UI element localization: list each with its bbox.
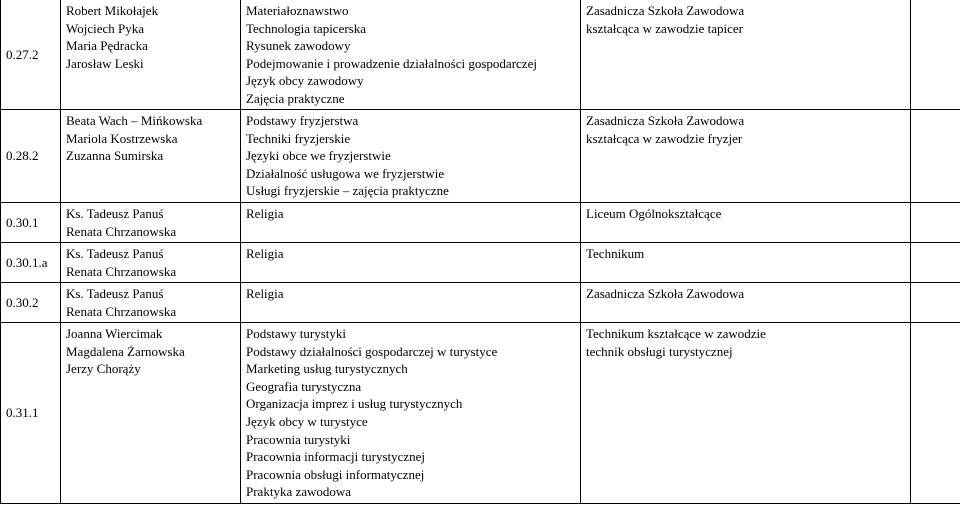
code-cell: 0.27.2 <box>1 0 61 110</box>
empty-cell <box>911 203 960 243</box>
names-cell: Ks. Tadeusz PanuśRenata Chrzanowska <box>61 203 241 243</box>
empty-cell <box>911 283 960 323</box>
table-row: 0.27.2Robert MikołajekWojciech PykaMaria… <box>1 0 960 110</box>
school-cell: Zasadnicza Szkoła Zawodowakształcąca w z… <box>581 110 911 203</box>
code-cell: 0.31.1 <box>1 323 61 503</box>
schedule-table: 0.27.2Robert MikołajekWojciech PykaMaria… <box>0 0 960 504</box>
subjects-cell: Podstawy turystykiPodstawy działalności … <box>241 323 581 503</box>
subjects-cell: Religia <box>241 243 581 283</box>
school-cell: Technikum kształcące w zawodzietechnik o… <box>581 323 911 503</box>
code-cell: 0.30.1 <box>1 203 61 243</box>
empty-cell <box>911 243 960 283</box>
code-cell: 0.30.1.a <box>1 243 61 283</box>
empty-cell <box>911 110 960 203</box>
names-cell: Joanna WiercimakMagdalena ŻarnowskaJerzy… <box>61 323 241 503</box>
table-row: 0.28.2Beata Wach – MińkowskaMariola Kost… <box>1 110 960 203</box>
school-cell: Zasadnicza Szkoła Zawodowa <box>581 283 911 323</box>
names-cell: Robert MikołajekWojciech PykaMaria Pędra… <box>61 0 241 110</box>
empty-cell <box>911 323 960 503</box>
table-row: 0.31.1Joanna WiercimakMagdalena Żarnowsk… <box>1 323 960 503</box>
table-row: 0.30.2Ks. Tadeusz PanuśRenata Chrzanowsk… <box>1 283 960 323</box>
table-row: 0.30.1.aKs. Tadeusz PanuśRenata Chrzanow… <box>1 243 960 283</box>
subjects-cell: Podstawy fryzjerstwaTechniki fryzjerskie… <box>241 110 581 203</box>
names-cell: Ks. Tadeusz PanuśRenata Chrzanowska <box>61 243 241 283</box>
subjects-cell: Religia <box>241 203 581 243</box>
code-cell: 0.30.2 <box>1 283 61 323</box>
table-row: 0.30.1Ks. Tadeusz PanuśRenata Chrzanowsk… <box>1 203 960 243</box>
names-cell: Beata Wach – MińkowskaMariola Kostrzewsk… <box>61 110 241 203</box>
school-cell: Zasadnicza Szkoła Zawodowakształcąca w z… <box>581 0 911 110</box>
school-cell: Technikum <box>581 243 911 283</box>
subjects-cell: Religia <box>241 283 581 323</box>
empty-cell <box>911 0 960 110</box>
code-cell: 0.28.2 <box>1 110 61 203</box>
names-cell: Ks. Tadeusz PanuśRenata Chrzanowska <box>61 283 241 323</box>
school-cell: Liceum Ogólnokształcące <box>581 203 911 243</box>
subjects-cell: MateriałoznawstwoTechnologia tapicerskaR… <box>241 0 581 110</box>
